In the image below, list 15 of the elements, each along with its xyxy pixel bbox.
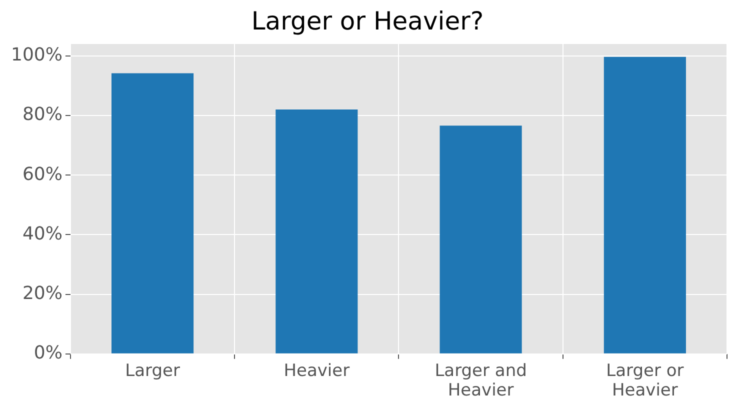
bar (111, 73, 194, 354)
y-tick-label: 80% (22, 104, 62, 126)
y-tick-label: 40% (22, 223, 62, 244)
x-tick-label: Larger (125, 361, 180, 382)
y-tick-label: 0% (34, 342, 62, 364)
x-tick-label: Heavier (284, 361, 350, 382)
x-tick-label: Larger and Heavier (434, 361, 527, 401)
x-tick-label: Larger or Heavier (606, 361, 684, 401)
bar (276, 110, 358, 354)
bar (440, 126, 522, 354)
y-tick-label: 100% (10, 44, 62, 66)
chart-title: Larger or Heavier? (251, 6, 484, 36)
y-tick-label: 20% (22, 282, 62, 304)
bar (604, 56, 686, 354)
y-tick-label: 60% (22, 164, 62, 185)
